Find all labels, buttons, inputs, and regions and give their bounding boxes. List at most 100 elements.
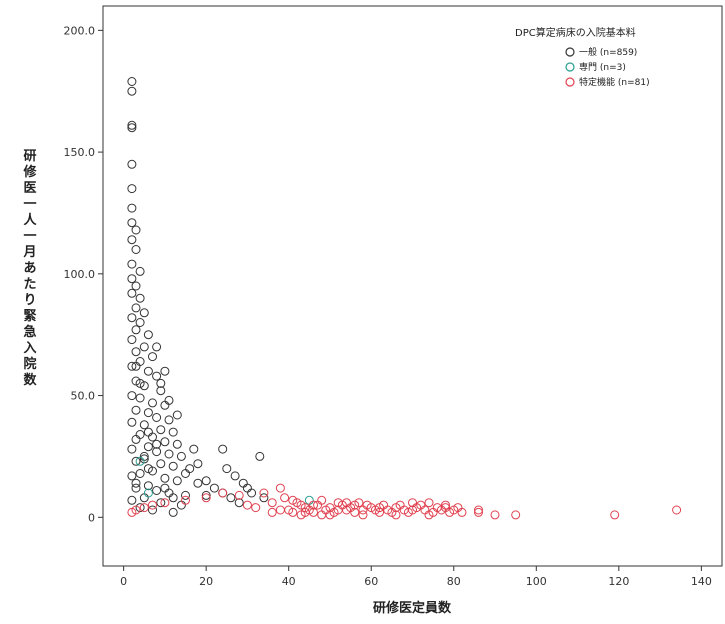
data-point bbox=[164, 415, 174, 425]
data-point bbox=[317, 495, 327, 505]
x-tick-label: 20 bbox=[199, 575, 213, 588]
data-point bbox=[127, 86, 137, 96]
data-point bbox=[127, 335, 137, 345]
data-point bbox=[275, 483, 285, 493]
data-point bbox=[201, 476, 211, 486]
data-point bbox=[176, 500, 186, 510]
data-point bbox=[160, 498, 170, 508]
data-point bbox=[156, 386, 166, 396]
data-point bbox=[317, 510, 327, 520]
data-point bbox=[127, 417, 137, 427]
data-point bbox=[127, 495, 137, 505]
data-point bbox=[172, 476, 182, 486]
legend-label: 特定機能 (n=81) bbox=[579, 76, 650, 88]
data-point bbox=[300, 507, 310, 517]
data-point bbox=[127, 235, 137, 245]
data-point bbox=[226, 493, 236, 503]
data-point bbox=[131, 361, 141, 371]
data-point bbox=[350, 507, 360, 517]
data-point bbox=[242, 500, 252, 510]
data-point bbox=[135, 456, 145, 466]
data-point bbox=[201, 490, 211, 500]
data-point bbox=[164, 488, 174, 498]
data-point bbox=[251, 503, 261, 513]
y-tick-label: 200.0 bbox=[64, 24, 96, 37]
x-tick-label: 40 bbox=[282, 575, 296, 588]
data-point bbox=[139, 503, 149, 513]
data-point bbox=[375, 503, 384, 513]
y-tick-label: 50.0 bbox=[71, 390, 96, 403]
data-point bbox=[131, 325, 141, 335]
data-point bbox=[181, 469, 190, 478]
data-point bbox=[259, 488, 269, 498]
data-point bbox=[259, 493, 269, 503]
data-point bbox=[148, 505, 157, 515]
data-point bbox=[193, 459, 203, 469]
data-point bbox=[131, 483, 141, 493]
data-point bbox=[148, 500, 157, 510]
legend-label: 一般 (n=859) bbox=[579, 46, 637, 58]
data-point bbox=[127, 120, 137, 130]
data-point bbox=[152, 413, 162, 422]
y-tick-label: 0 bbox=[88, 511, 95, 524]
data-point bbox=[267, 498, 277, 508]
data-point bbox=[168, 461, 178, 471]
data-point bbox=[441, 503, 450, 513]
x-tick-label: 120 bbox=[608, 575, 629, 588]
data-point bbox=[156, 459, 166, 469]
data-point bbox=[181, 490, 190, 500]
data-point bbox=[127, 77, 137, 86]
data-point bbox=[152, 342, 162, 352]
data-point bbox=[672, 505, 682, 515]
data-point bbox=[511, 510, 521, 520]
legend-title: DPC算定病床の入院基本料 bbox=[515, 26, 636, 39]
data-point bbox=[127, 203, 137, 213]
x-axis-title: 研修医定員数 bbox=[373, 600, 452, 616]
data-point bbox=[242, 483, 252, 493]
data-point bbox=[139, 420, 149, 430]
data-points bbox=[127, 77, 682, 520]
plot-frame bbox=[102, 5, 723, 567]
data-point bbox=[152, 486, 162, 495]
data-point bbox=[131, 225, 141, 235]
data-point bbox=[148, 432, 157, 442]
data-point bbox=[127, 471, 137, 481]
data-point bbox=[139, 342, 149, 352]
data-point bbox=[127, 159, 137, 169]
legend-label: 専門 (n=3) bbox=[579, 61, 626, 73]
data-point bbox=[127, 274, 137, 284]
data-point bbox=[247, 488, 257, 498]
data-point bbox=[148, 352, 157, 362]
y-axis-title: 研修医一人一月あたり緊急入院数 bbox=[22, 149, 37, 388]
x-tick-label: 100 bbox=[526, 575, 547, 588]
data-point bbox=[148, 398, 157, 408]
data-point bbox=[160, 400, 170, 410]
x-tick-label: 60 bbox=[364, 575, 378, 588]
data-point bbox=[160, 483, 170, 493]
data-point bbox=[152, 371, 162, 381]
data-point bbox=[408, 505, 417, 515]
data-point bbox=[143, 366, 153, 376]
data-point bbox=[333, 505, 343, 515]
data-point bbox=[168, 507, 178, 517]
data-point bbox=[275, 505, 285, 515]
data-point bbox=[457, 507, 467, 517]
data-point bbox=[131, 456, 141, 466]
data-point bbox=[127, 184, 137, 194]
data-point bbox=[131, 347, 141, 357]
data-point bbox=[156, 425, 166, 435]
data-point bbox=[490, 510, 500, 520]
legend-marker bbox=[565, 62, 575, 72]
data-point bbox=[176, 451, 186, 461]
data-point bbox=[143, 408, 153, 418]
data-point bbox=[135, 293, 145, 303]
data-point bbox=[152, 439, 162, 449]
data-point bbox=[131, 405, 141, 415]
data-point bbox=[255, 451, 265, 461]
data-point bbox=[143, 488, 153, 498]
x-tick-label: 80 bbox=[447, 575, 461, 588]
data-point bbox=[131, 281, 141, 291]
data-point bbox=[139, 493, 149, 503]
data-point bbox=[168, 493, 178, 503]
